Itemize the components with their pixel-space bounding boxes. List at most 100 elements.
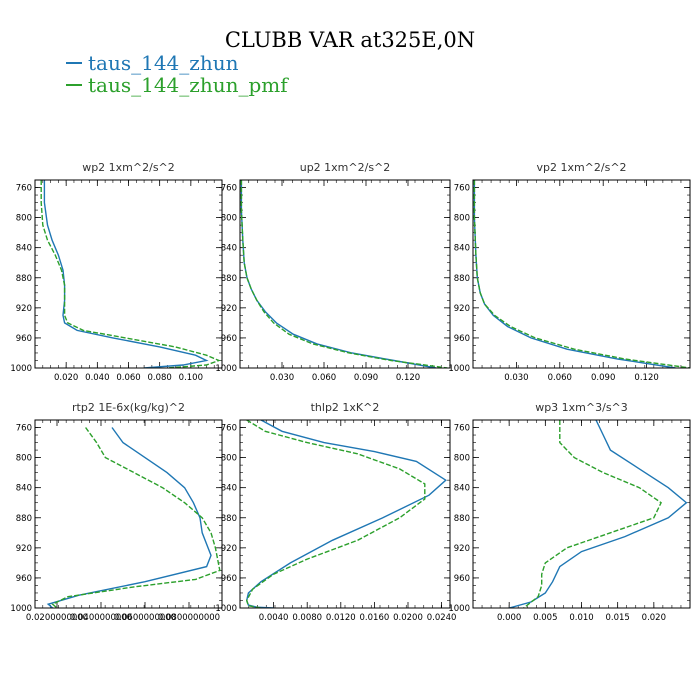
chart-title: up2 1xm^2/s^2	[300, 161, 391, 174]
chart-title: rtp2 1E-6x(kg/kg)^2	[72, 401, 185, 414]
y-tick-label: 800	[454, 454, 470, 464]
y-tick-label: 960	[221, 574, 237, 584]
series-line-zhun	[509, 420, 688, 608]
series-line-zhun-pmf	[473, 180, 690, 368]
legend-item-zhun: taus_144_zhun	[66, 52, 288, 74]
y-tick-label: 960	[221, 334, 237, 344]
x-tick-label: 0.020	[54, 373, 78, 383]
x-tick-label: 0.060	[548, 373, 572, 383]
plot-frame	[34, 179, 223, 369]
y-tick-label: 1000	[448, 364, 470, 374]
y-tick-label: 840	[221, 244, 237, 254]
chart-panel-6: wp3 1xm^3/s^3 0.000 0.005 0.010 0.015 0.020 76…	[448, 401, 691, 623]
y-tick-label: 880	[16, 514, 32, 524]
y-tick-label: 760	[454, 424, 470, 434]
y-tick-label: 880	[454, 274, 470, 284]
legend-label-zhun-pmf: taus_144_zhun_pmf	[88, 73, 288, 97]
x-tick-label: 0.060	[116, 373, 140, 383]
x-tick-label: 0.0080	[292, 613, 322, 623]
x-tick-label: 0.120	[634, 373, 658, 383]
chart-panel-5: thlp2 1xK^2 0.0040 0.0080 0.0120 0.0160 0.020…	[215, 401, 456, 623]
y-tick-label: 800	[221, 214, 237, 224]
page-title: CLUBB VAR at325E,0N	[224, 28, 476, 52]
chart-title: thlp2 1xK^2	[311, 401, 380, 414]
x-tick-label: 0.090	[354, 373, 378, 383]
x-tick-label: 0.0200	[393, 613, 423, 623]
y-tick-label: 760	[221, 424, 237, 434]
chart-panel-2: up2 1xm^2/s^2 0.030 0.060 0.090 0.120 760 800 8…	[215, 161, 451, 383]
x-tick-label: 0.0200000000	[26, 613, 88, 623]
y-tick-label: 1000	[10, 604, 32, 614]
chart-title: wp3 1xm^3/s^3	[535, 401, 628, 414]
series-line-zhun	[245, 420, 447, 608]
legend: taus_144_zhun taus_144_zhun_pmf	[66, 52, 288, 96]
x-tick-label: 0.005	[533, 613, 557, 623]
y-tick-label: 920	[221, 544, 237, 554]
legend-swatch-zhun-pmf	[66, 84, 82, 86]
chart-title: wp2 1xm^2/s^2	[82, 161, 175, 174]
x-tick-label: 0.0040	[259, 613, 289, 623]
series-line-zhun-pmf	[40, 180, 221, 368]
x-tick-label: 0.030	[270, 373, 294, 383]
y-tick-label: 920	[221, 304, 237, 314]
y-tick-label: 880	[16, 274, 32, 284]
x-tick-label: 0.0240	[427, 613, 457, 623]
x-tick-label: 0.020	[642, 613, 666, 623]
plot-frame	[34, 419, 223, 609]
plot-frame	[239, 419, 451, 609]
y-tick-label: 960	[16, 574, 32, 584]
y-tick-label: 760	[221, 184, 237, 194]
x-tick-label: 0.015	[605, 613, 629, 623]
series-line-zhun-pmf	[523, 420, 662, 608]
chart-panel-4: rtp2 1E-6x(kg/kg)^2 0.02000000000.0400000…	[10, 401, 223, 623]
y-tick-label: 880	[221, 514, 237, 524]
x-tick-label: 0.080	[147, 373, 171, 383]
y-tick-label: 920	[16, 544, 32, 554]
x-tick-label: 0.040	[85, 373, 109, 383]
series-line-zhun	[43, 180, 209, 368]
y-tick-label: 840	[454, 484, 470, 494]
y-tick-label: 960	[454, 334, 470, 344]
y-tick-label: 760	[454, 184, 470, 194]
y-tick-label: 840	[454, 244, 470, 254]
series-line-zhun	[473, 180, 676, 368]
y-tick-label: 1000	[215, 364, 237, 374]
x-tick-label: 0.0120	[326, 613, 356, 623]
legend-swatch-zhun	[66, 62, 82, 64]
x-tick-label: 0.100	[179, 373, 203, 383]
legend-label-zhun: taus_144_zhun	[88, 51, 239, 75]
y-tick-label: 1000	[10, 364, 32, 374]
y-tick-label: 760	[16, 424, 32, 434]
y-tick-label: 840	[16, 244, 32, 254]
plot-frame	[239, 179, 451, 369]
x-tick-label: 0.0600000000	[114, 613, 176, 623]
y-tick-label: 920	[16, 304, 32, 314]
plot-frame	[472, 179, 691, 369]
x-tick-label: 0.120	[396, 373, 420, 383]
series-line-zhun-pmf	[240, 180, 448, 368]
y-tick-label: 800	[454, 214, 470, 224]
series-line-zhun-pmf	[51, 427, 221, 608]
series-line-zhun-pmf	[245, 420, 426, 608]
y-tick-label: 840	[16, 484, 32, 494]
y-tick-label: 1000	[215, 604, 237, 614]
y-tick-label: 800	[16, 454, 32, 464]
y-tick-label: 880	[454, 514, 470, 524]
plot-frame	[472, 419, 691, 609]
series-line-zhun	[240, 180, 437, 368]
y-tick-label: 920	[454, 544, 470, 554]
x-tick-label: 0.010	[569, 613, 593, 623]
y-tick-label: 840	[221, 484, 237, 494]
x-tick-label: 0.030	[504, 373, 528, 383]
x-tick-label: 0.060	[312, 373, 336, 383]
chart-panel-1: wp2 1xm^2/s^2 0.020 0.040 0.060 0.080 0.100 76…	[10, 161, 223, 383]
y-tick-label: 960	[454, 574, 470, 584]
x-tick-label: 0.090	[591, 373, 615, 383]
y-tick-label: 960	[16, 334, 32, 344]
y-tick-label: 1000	[448, 604, 470, 614]
x-tick-label: 0.0160	[360, 613, 390, 623]
y-tick-label: 800	[221, 454, 237, 464]
x-tick-label: 0.0400000000	[70, 613, 132, 623]
y-tick-label: 800	[16, 214, 32, 224]
